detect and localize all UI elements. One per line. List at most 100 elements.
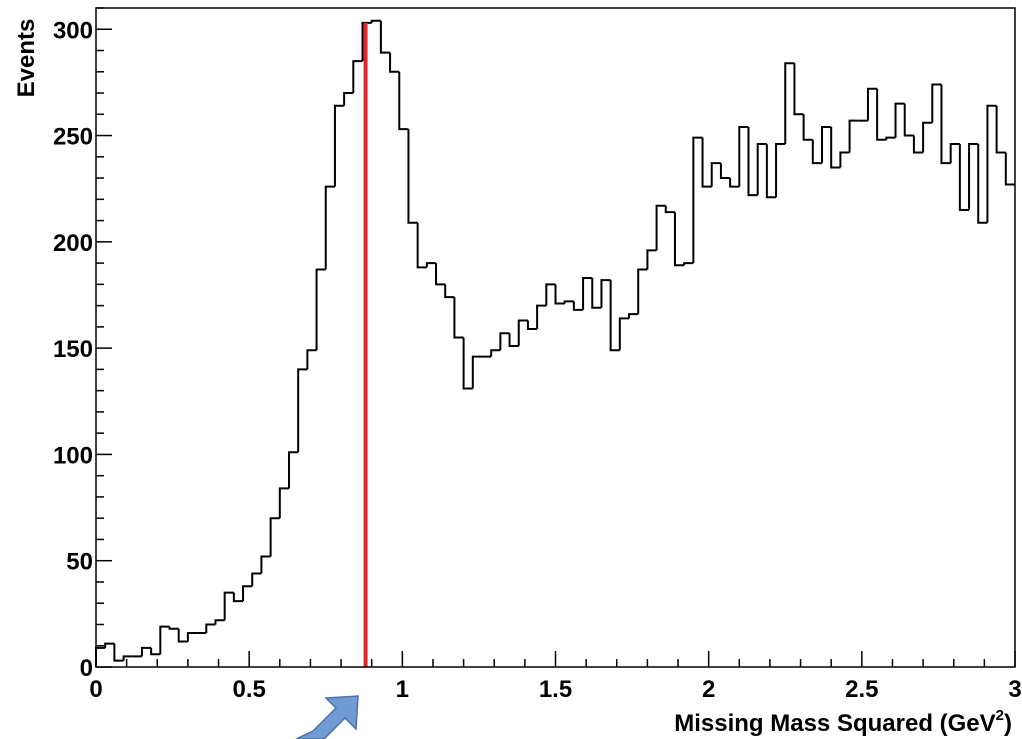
x-tick-label: 1 [396, 676, 409, 703]
histogram-bin [140, 646, 152, 657]
histogram-bin [398, 71, 409, 131]
histogram-bin [784, 62, 795, 145]
histogram-bin [775, 143, 786, 198]
histogram-bin [104, 642, 115, 648]
histogram-bin [306, 349, 317, 370]
x-tick-label: 0.5 [232, 676, 265, 703]
histogram-bin [995, 105, 1006, 154]
x-axis-title: Missing Mass Squared (GeV2) [674, 707, 1012, 737]
x-axis-title-text: Missing Mass Squared (GeV [674, 710, 995, 737]
histogram-bin [186, 631, 198, 642]
x-axis-title-closing: ) [1004, 710, 1012, 737]
histogram-bin [922, 121, 933, 153]
histogram-bin [177, 628, 188, 643]
histogram-bin [490, 349, 501, 357]
tick-labels: 0 0.5 1 1.5 2 2.5 3 0 50 100 150 200 250 300 [53, 17, 1022, 703]
histogram-bin [159, 625, 170, 655]
histogram-bin [793, 63, 804, 116]
histogram-bin [150, 647, 161, 656]
histogram-bin [609, 280, 620, 352]
y-tick-label: 0 [80, 655, 93, 682]
histogram-bin [673, 212, 685, 267]
histogram-bin [122, 655, 133, 661]
histogram-bin [205, 623, 216, 633]
y-tick-label: 150 [53, 336, 93, 363]
histogram-bin [830, 127, 841, 169]
y-tick-label: 50 [66, 549, 93, 576]
histogram-bin [278, 487, 289, 519]
histogram-bin [260, 555, 271, 574]
histogram-bin [912, 135, 924, 154]
histogram-bin [931, 83, 942, 123]
x-tick-label: 1.5 [539, 676, 572, 703]
histogram-bin [536, 304, 547, 329]
histogram-bin [729, 178, 740, 188]
histogram-bin [811, 139, 823, 165]
histogram-bin [683, 262, 694, 266]
histogram-bin [269, 517, 280, 557]
histogram-bin [315, 268, 326, 351]
histogram-bin [692, 136, 703, 264]
histogram-bin [1004, 152, 1015, 186]
histogram-bin [554, 284, 565, 305]
histogram-bin [802, 114, 813, 141]
ticks [95, 7, 1016, 668]
histogram-bin [738, 126, 749, 187]
histogram-bin [839, 151, 850, 168]
histogram-marks [95, 19, 1015, 667]
y-tick-label: 300 [53, 17, 93, 44]
histogram-bin [425, 262, 437, 268]
histogram-bin [407, 129, 418, 224]
histogram-bin [453, 297, 464, 339]
histogram-bin [370, 19, 381, 23]
histogram-bin [821, 126, 832, 164]
histogram-bin [251, 572, 262, 587]
histogram-bin [545, 283, 556, 306]
histogram-bin [876, 88, 887, 141]
histogram-bin [214, 619, 225, 625]
histogram-bin [591, 277, 602, 309]
histogram-bin [499, 332, 510, 351]
histogram-bin [435, 263, 446, 286]
x-tick-label: 0 [89, 676, 102, 703]
x-tick-label: 2 [702, 676, 715, 703]
histogram-bin [352, 60, 363, 94]
histogram-bin [333, 104, 345, 187]
histogram-bin [389, 52, 400, 73]
histogram-bin [986, 104, 997, 223]
histogram-bin [95, 646, 106, 667]
histogram-bin [232, 592, 244, 603]
histogram-bin [242, 585, 253, 602]
histogram-bin [508, 333, 519, 347]
histogram-bin [701, 137, 712, 188]
histogram-bin [885, 136, 896, 140]
y-tick-label: 250 [53, 124, 93, 151]
histogram-bin [582, 276, 593, 310]
histogram-bin [903, 103, 914, 137]
histogram-bin [977, 144, 988, 224]
histogram-bin [462, 337, 473, 390]
y-tick-label: 200 [53, 230, 93, 257]
histogram-bin [655, 204, 666, 251]
y-tick-label: 100 [53, 442, 93, 469]
histogram-bin [416, 222, 427, 269]
histogram-bin [646, 249, 657, 270]
histogram-bin [949, 143, 960, 164]
histogram-bin [710, 162, 721, 187]
histogram-bin [958, 144, 970, 211]
pointer-arrow-annotation [295, 695, 359, 739]
histogram-bin [324, 185, 335, 270]
histogram-bin [526, 320, 538, 330]
histogram-bin [113, 643, 124, 662]
x-axis-title-superscript: 2 [996, 707, 1004, 724]
y-axis-title: Events [13, 19, 40, 98]
histogram-bin [968, 143, 979, 210]
histogram-bin [361, 21, 372, 62]
histogram-bin [848, 119, 859, 153]
x-tick-label: 2.5 [845, 676, 878, 703]
histogram-bin [297, 368, 308, 453]
histogram-bin [637, 268, 648, 315]
histogram-bin [379, 20, 391, 54]
histogram-bin [719, 163, 731, 180]
